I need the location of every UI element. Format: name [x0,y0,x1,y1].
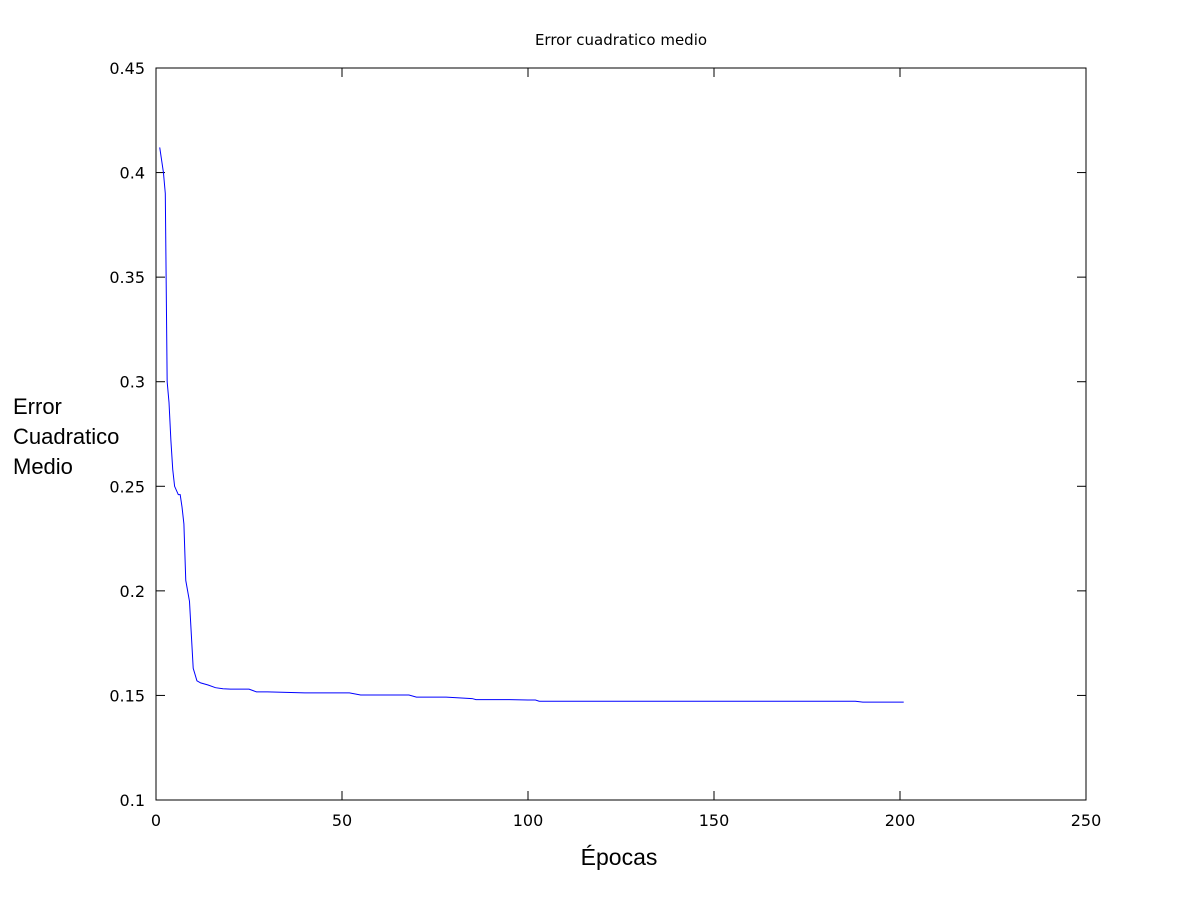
y-tick-label: 0.3 [120,373,145,392]
y-axis-label-line-3: Medio [13,454,73,479]
series-layer [159,147,904,703]
y-tick-label: 0.15 [109,686,145,705]
x-tick-label: 250 [1071,811,1102,830]
y-axis-label-line-2: Cuadratico [13,424,119,449]
y-tick-label: 0.2 [120,582,145,601]
y-axis: 0.1 0.15 0.2 0.25 0.3 0.35 0.4 0.45 [109,59,1086,810]
x-axis: 0 50 100 150 200 250 [151,68,1101,830]
y-axis-label: Error Cuadratico Medio [13,394,126,479]
x-tick-label: 100 [513,811,544,830]
plot-area-border [155,67,1087,801]
x-tick-label: 150 [699,811,730,830]
y-axis-label-line-1: Error [13,394,62,419]
x-tick-label: 50 [332,811,352,830]
chart-title: Error cuadratico medio [535,31,707,49]
x-tick-label: 200 [885,811,916,830]
y-tick-label: 0.25 [109,477,145,496]
x-tick-label: 0 [151,811,161,830]
y-tick-label: 0.35 [109,268,145,287]
y-tick-label: 0.4 [120,164,145,183]
y-tick-label: 0.45 [109,59,145,78]
series-line-1 [159,147,904,703]
x-axis-label: Épocas [581,844,658,870]
y-tick-label: 0.1 [120,791,145,810]
